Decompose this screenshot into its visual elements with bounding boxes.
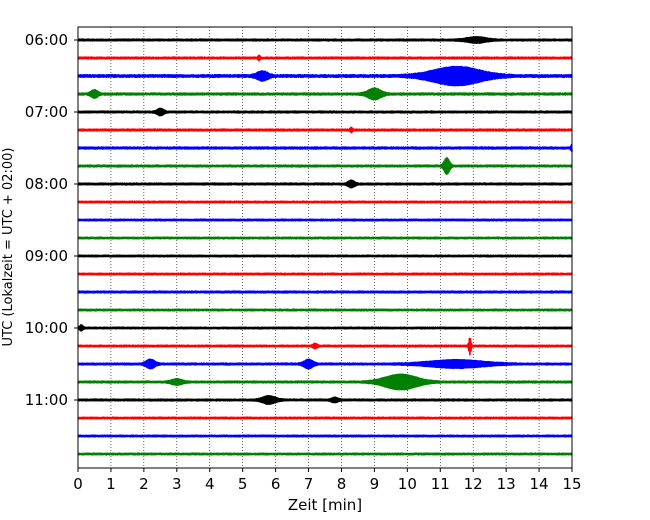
x-axis-label: Zeit [min]: [288, 496, 362, 514]
x-tick-label-8: 8: [337, 475, 347, 493]
trace-0615: [77, 54, 573, 62]
trace-0600: [77, 35, 573, 45]
y-tick-label-3: 09:00: [25, 247, 68, 265]
x-tick-label-11: 11: [431, 475, 450, 493]
x-tick-label-0: 0: [73, 475, 83, 493]
x-tick-label-12: 12: [464, 475, 483, 493]
x-tick-label-7: 7: [304, 475, 314, 493]
trace-1130: [77, 434, 573, 438]
y-axis-ticks: 06:00 07:00 08:00 09:00 10:00 11:00: [25, 31, 78, 409]
trace-0915: [77, 272, 573, 276]
trace-0715: [77, 126, 573, 134]
trace-0700: [77, 107, 573, 117]
y-tick-label-4: 10:00: [25, 319, 68, 337]
trace-1000: [77, 324, 573, 332]
x-tick-label-13: 13: [497, 475, 516, 493]
trace-0815: [77, 200, 573, 204]
trace-0745: [77, 157, 573, 175]
x-tick-label-3: 3: [172, 475, 182, 493]
trace-0945: [77, 308, 573, 312]
trace-0645: [77, 87, 573, 101]
y-tick-label-0: 06:00: [25, 31, 68, 49]
trace-1115: [77, 416, 573, 420]
y-tick-label-1: 07:00: [25, 103, 68, 121]
seismogram-traces: [77, 35, 573, 456]
trace-1100: [77, 394, 573, 406]
trace-0900: [77, 254, 573, 258]
x-axis-ticks: 0 1 2 3 4 5 6 7 8 9 10 11 12 13 14 15: [73, 468, 582, 493]
trace-1045: [77, 373, 573, 391]
trace-0845: [77, 236, 573, 240]
trace-0800: [77, 179, 573, 189]
x-tick-label-9: 9: [370, 475, 380, 493]
x-tick-label-14: 14: [530, 475, 549, 493]
trace-1030: [77, 358, 573, 370]
y-axis-label: UTC (Lokalzeit = UTC + 02:00): [1, 148, 16, 347]
y-tick-label-5: 11:00: [25, 391, 68, 409]
x-tick-label-2: 2: [139, 475, 149, 493]
trace-0930: [77, 290, 573, 294]
y-tick-label-2: 08:00: [25, 175, 68, 193]
x-tick-label-1: 1: [106, 475, 116, 493]
trace-0630: [77, 65, 573, 87]
x-tick-label-5: 5: [238, 475, 248, 493]
plot-frame: [77, 26, 573, 469]
trace-0730: [77, 143, 573, 152]
trace-1145: [77, 452, 573, 456]
x-tick-label-10: 10: [398, 475, 417, 493]
x-tick-label-15: 15: [562, 475, 581, 493]
x-tick-label-6: 6: [271, 475, 281, 493]
x-tick-label-4: 4: [205, 475, 215, 493]
trace-1015: [77, 337, 573, 356]
trace-0830: [77, 218, 573, 222]
